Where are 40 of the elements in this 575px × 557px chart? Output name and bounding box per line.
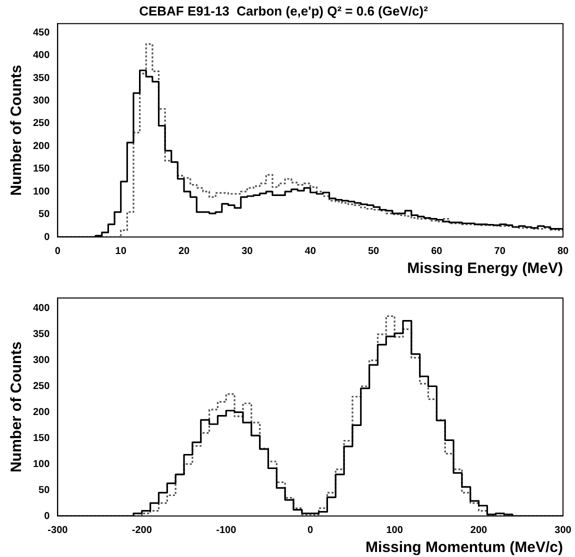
y-tick-label: 0 xyxy=(44,510,50,522)
x-axis-title: Missing Momentum (MeV/c) xyxy=(365,539,563,556)
x-tick-label: 0 xyxy=(54,246,61,257)
y-tick-label: 100 xyxy=(32,186,50,198)
x-tick-label: 20 xyxy=(178,246,190,257)
x-tick-label: 30 xyxy=(242,246,254,257)
y-tick-label: 150 xyxy=(32,432,50,444)
x-tick-label: 10 xyxy=(115,246,127,257)
y-tick-label: 100 xyxy=(32,458,50,470)
chart-title: CEBAF E91-13 Carbon (e,e'p) Q² = 0.6 (GeV/c)² xyxy=(139,3,429,18)
x-tick-label: 50 xyxy=(368,246,380,257)
x-tick-label: 70 xyxy=(494,246,506,257)
y-tick-label: 350 xyxy=(32,72,50,84)
x-tick-label: -100 xyxy=(216,524,237,536)
x-tick-label: -200 xyxy=(132,524,152,536)
x-tick-label: 40 xyxy=(304,246,316,257)
x-tick-label: 60 xyxy=(431,246,443,257)
x-tick-label: 80 xyxy=(557,246,569,257)
y-axis-title: Number of Counts xyxy=(8,64,26,196)
y-tick-label: 50 xyxy=(38,209,50,220)
y-tick-label: 200 xyxy=(32,140,50,152)
y-tick-label: 400 xyxy=(32,303,50,314)
y-tick-label: 50 xyxy=(38,484,50,496)
y-tick-label: 250 xyxy=(32,380,50,392)
y-tick-label: 300 xyxy=(32,96,50,107)
y-tick-label: 350 xyxy=(32,329,50,340)
x-tick-label: 300 xyxy=(554,524,572,536)
x-axis-title: Missing Energy (MeV) xyxy=(407,260,564,278)
y-tick-label: 200 xyxy=(32,406,50,418)
y-tick-label: 150 xyxy=(32,164,50,175)
x-tick-label: 100 xyxy=(386,524,404,536)
y-tick-label: 400 xyxy=(32,50,50,62)
y-tick-label: 450 xyxy=(32,27,50,38)
x-tick-label: -300 xyxy=(48,524,68,536)
x-tick-label: 0 xyxy=(308,524,314,536)
y-tick-label: 0 xyxy=(44,232,50,243)
y-axis-title: Number of Counts xyxy=(8,342,26,472)
y-tick-label: 300 xyxy=(32,355,50,366)
x-tick-label: 200 xyxy=(470,524,488,536)
y-tick-label: 250 xyxy=(32,118,50,130)
